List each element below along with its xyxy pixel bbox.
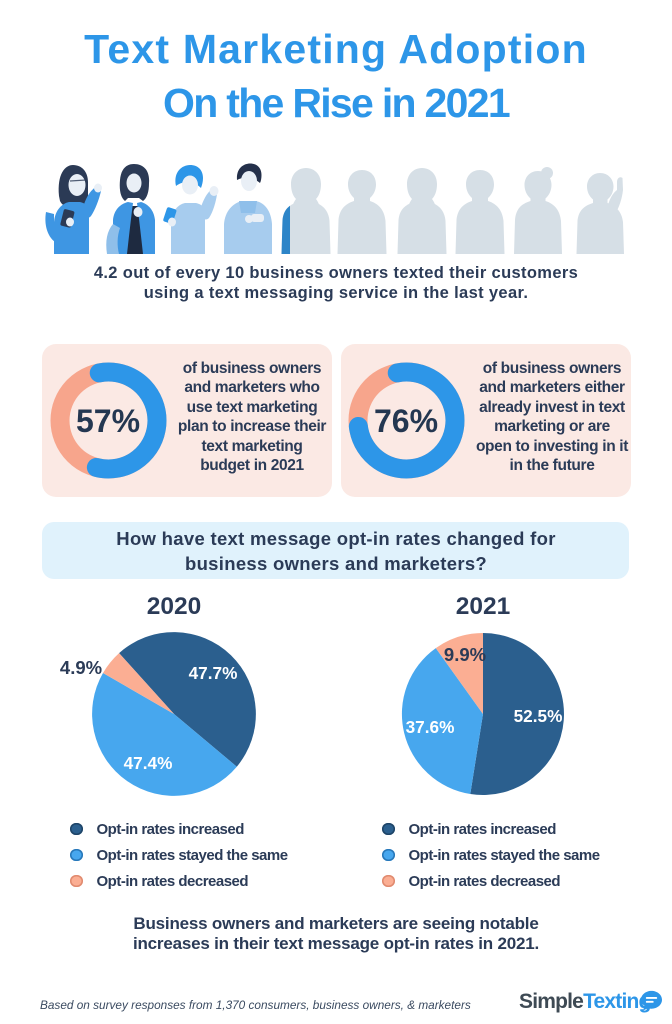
svg-text:4.9%: 4.9% [60,657,102,678]
svg-text:37.6%: 37.6% [406,717,455,737]
svg-text:47.7%: 47.7% [189,663,238,683]
svg-text:9.9%: 9.9% [444,644,486,665]
svg-text:52.5%: 52.5% [514,706,563,726]
svg-text:47.4%: 47.4% [124,753,173,773]
